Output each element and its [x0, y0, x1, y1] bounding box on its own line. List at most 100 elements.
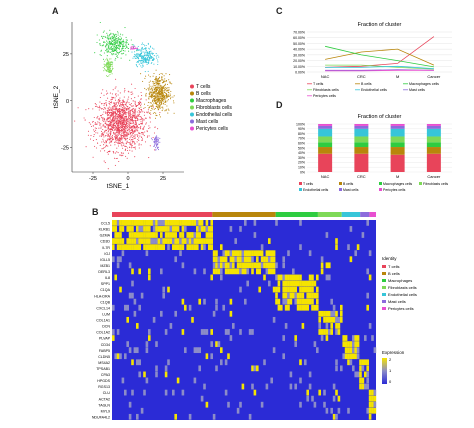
bar-segment-b-cells — [390, 147, 405, 155]
gene-label: IL8 — [105, 276, 110, 280]
y-tick-label: 20% — [298, 161, 305, 165]
gene-label: CLDN5 — [98, 355, 110, 359]
y-tick-label: 20.00% — [293, 59, 305, 63]
identity-bar-segment — [369, 212, 376, 217]
legend-label: Fibroblasts cells — [423, 182, 448, 186]
identity-legend-swatch — [382, 293, 386, 296]
gene-label: TAGLN — [98, 403, 110, 407]
scatter-points — [74, 21, 175, 170]
legend-marker — [379, 188, 382, 191]
gene-label: COL1A2 — [96, 331, 110, 335]
gene-expression-heatmap: CCL5 KLRB1 GZMA CD3D IL7R IGJ IGLL5 MZB1 DERL3 IL… — [92, 212, 417, 420]
identity-legend-swatch — [382, 300, 386, 303]
gene-label: IGLL5 — [100, 258, 110, 262]
bar-segment-macrophages-cells — [390, 142, 405, 148]
gene-label: CD3D — [100, 240, 110, 244]
x-axis-label: tSNE_1 — [107, 183, 130, 190]
gene-label: MYL9 — [101, 409, 110, 413]
y-tick-label: 80% — [298, 132, 305, 136]
x-tick-label: NAC — [321, 174, 330, 179]
y-tick-label: 70% — [298, 137, 305, 141]
y-tick-label: 0% — [300, 170, 305, 174]
gene-label: PLVAP — [99, 337, 111, 341]
legend-label: Pericytes cells — [196, 126, 228, 132]
y-tick-label: 60% — [298, 142, 305, 146]
bar-segment-fibroblasts-cells — [426, 136, 441, 143]
y-axis-label: tSNE_2 — [53, 85, 60, 108]
legend-label: Mast cells — [343, 188, 359, 192]
legend-marker — [190, 105, 194, 110]
gene-label: ACTA2 — [99, 397, 110, 401]
gene-label: MZB1 — [100, 264, 110, 268]
gene-label: TPSAB1 — [96, 367, 110, 371]
series-line-macrophages-cells — [325, 45, 434, 68]
identity-legend-label: Pericytes cells — [388, 306, 414, 311]
gene-label: C1QA — [100, 288, 110, 292]
cluster-endothelial-cells — [131, 42, 160, 73]
legend-marker — [190, 84, 194, 89]
legend-label: Endothelial cells — [361, 88, 387, 92]
gene-label: SPP1 — [101, 282, 110, 286]
bar-segment-endothelial-cells — [354, 128, 369, 137]
legend-marker — [419, 182, 422, 185]
bar-segment-fibroblasts-cells — [318, 136, 333, 143]
expression-tick-label: 2 — [389, 357, 392, 362]
identity-legend-swatch — [382, 265, 386, 268]
bar-segment-b-cells — [354, 147, 369, 154]
y-tick-label: -25 — [61, 146, 69, 152]
legend-label: Fibroblasts cells — [196, 105, 232, 111]
gene-label: NDUFA4L2 — [92, 416, 110, 420]
legend-marker — [190, 112, 194, 117]
y-tick-label: 30% — [298, 156, 305, 160]
cluster-fibroblasts-cells — [102, 51, 114, 78]
expression-legend-title: Expression — [382, 350, 405, 355]
x-tick-label: M — [396, 174, 399, 179]
x-tick-label: M — [396, 74, 399, 79]
expression-tick-label: 0 — [389, 379, 392, 384]
gene-label: CLU — [103, 391, 111, 395]
bar-segment-b-cells — [426, 147, 441, 154]
bar-segment-endothelial-cells — [318, 128, 333, 137]
identity-legend-label: Macrophages — [388, 278, 412, 283]
identity-bar-segment — [341, 212, 361, 217]
chart-title: Fraction of cluster — [358, 22, 402, 28]
y-tick-label: 100% — [296, 122, 305, 126]
series-line-t-cells — [325, 36, 435, 68]
gene-label: MS4A2 — [98, 361, 110, 365]
identity-legend-label: Fibroblasts cells — [388, 285, 417, 290]
bar-segment-macrophages-cells — [318, 142, 333, 148]
identity-bar-segment — [275, 212, 318, 217]
y-tick-label: 50.00% — [293, 42, 305, 46]
gene-label: COL1A1 — [96, 319, 110, 323]
legend-marker — [339, 188, 342, 191]
legend-marker — [190, 98, 194, 103]
bar-segment-macrophages-cells — [426, 142, 441, 148]
bar-segment-macrophages-cells — [354, 142, 369, 148]
gene-label: CXCL14 — [96, 306, 110, 310]
y-tick-label: 90% — [298, 127, 305, 131]
x-tick-label: Cancer — [427, 174, 441, 179]
gene-label: DCN — [102, 325, 110, 329]
legend-label: Pericytes cells — [383, 188, 406, 192]
legend-label: Macrophages — [196, 98, 227, 104]
gene-label: CPA3 — [101, 373, 110, 377]
bar-segment-t-cells — [426, 153, 441, 172]
expression-color-scale — [382, 358, 387, 384]
series-line-endothelial-cells — [325, 65, 434, 69]
bar-segment-pericytes-cells — [426, 124, 441, 126]
identity-legend-swatch — [382, 307, 386, 310]
heatmap-cells — [112, 220, 377, 420]
y-tick-label: 0 — [66, 99, 69, 105]
identity-legend-title: Identity — [382, 256, 397, 261]
identity-legend-label: Mast cells — [388, 299, 406, 304]
legend-label: B cells — [361, 82, 372, 86]
cluster-b-cells — [140, 69, 175, 119]
bar-segment-mast-cells — [318, 125, 333, 129]
x-tick-label: CRC — [357, 174, 366, 179]
cluster-mast-cells — [150, 135, 161, 151]
legend-label: Mast cells — [409, 88, 425, 92]
panel-label-c: C — [276, 6, 283, 16]
y-tick-label: 30.00% — [293, 53, 305, 57]
x-tick-label: 25 — [160, 176, 166, 182]
